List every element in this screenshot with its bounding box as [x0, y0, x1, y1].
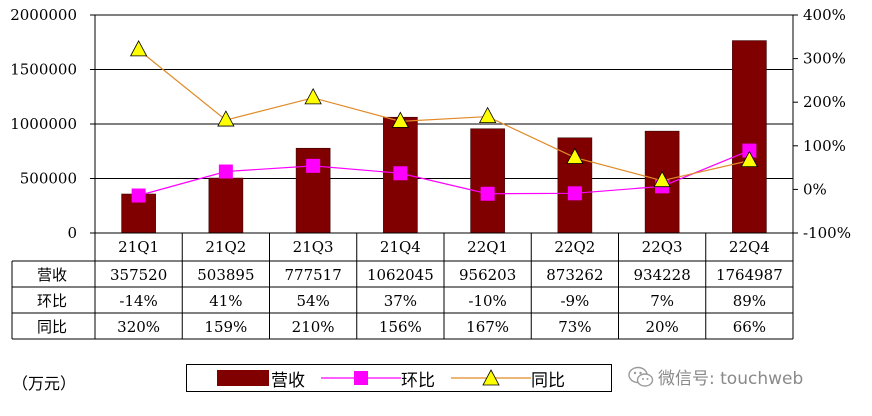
table-cell: 1764987 — [716, 266, 783, 284]
point-yoy — [129, 40, 148, 57]
y-right-tick-label: -100% — [803, 224, 851, 242]
bar-revenue — [732, 40, 767, 234]
table-cell: 1062045 — [367, 266, 434, 284]
table-cell: -14% — [119, 292, 157, 310]
table-row-label: 同比 — [37, 318, 67, 336]
table-cell: 73% — [558, 318, 591, 336]
legend-label-revenue: 营收 — [271, 370, 305, 391]
legend: 营收 环比 同比 — [186, 364, 612, 392]
unit-label: （万元） — [12, 374, 77, 393]
point-yoy — [217, 110, 235, 127]
table-cell: 934228 — [633, 266, 690, 284]
point-yoy — [653, 170, 671, 188]
legend-line-qoq — [321, 371, 401, 385]
table-cell: 320% — [117, 318, 160, 336]
table-cell: -10% — [468, 292, 506, 310]
y-right-tick-label: 300% — [803, 50, 846, 68]
legend-item-qoq: 环比 — [311, 366, 435, 391]
x-tick-label: 21Q4 — [380, 238, 421, 256]
point-qoq — [131, 188, 146, 203]
line-yoy — [138, 49, 750, 182]
table-cell: -9% — [560, 292, 589, 310]
legend-item-yoy: 同比 — [441, 366, 565, 391]
table-cell: 7% — [650, 292, 674, 310]
point-qoq — [393, 166, 408, 181]
table-cell: 156% — [379, 318, 422, 336]
x-tick-label: 21Q3 — [293, 238, 334, 256]
table-cell: 89% — [733, 292, 766, 310]
point-yoy — [566, 147, 584, 164]
x-tick-label: 22Q4 — [729, 238, 770, 256]
legend-label-yoy: 同比 — [531, 370, 565, 391]
table-cell: 66% — [733, 318, 766, 336]
point-qoq — [480, 186, 495, 201]
x-tick-label: 21Q2 — [205, 238, 246, 256]
table-cell: 41% — [209, 292, 242, 310]
point-qoq — [218, 164, 233, 179]
y-right-tick-label: 200% — [803, 93, 846, 111]
legend-line-yoy — [451, 369, 531, 386]
point-qoq — [567, 186, 582, 201]
legend-label-qoq: 环比 — [401, 370, 435, 391]
x-tick-label: 21Q1 — [118, 238, 159, 256]
table-cell: 159% — [204, 318, 247, 336]
table-cell: 503895 — [197, 266, 254, 284]
y-right-tick-label: 0% — [803, 180, 827, 198]
legend-item-revenue: 营收 — [187, 366, 305, 391]
table-cell: 167% — [466, 318, 509, 336]
table-row-label: 环比 — [37, 292, 67, 310]
point-qoq — [306, 158, 321, 173]
x-tick-label: 22Q1 — [467, 238, 508, 256]
table-cell: 357520 — [110, 266, 167, 284]
y-left-tick-label: 1500000 — [10, 61, 77, 79]
y-left-tick-label: 500000 — [20, 170, 77, 188]
point-yoy — [740, 150, 759, 168]
y-left-tick-label: 1000000 — [10, 115, 77, 133]
legend-swatch-revenue — [217, 370, 269, 386]
table-cell: 37% — [384, 292, 417, 310]
table-row-label: 营收 — [37, 266, 67, 284]
watermark-text: 微信号: touchweb — [658, 369, 804, 389]
watermark: 微信号: touchweb — [628, 364, 803, 389]
table-cell: 777517 — [284, 266, 341, 284]
y-right-tick-label: 100% — [803, 137, 846, 155]
bar-revenue — [208, 177, 244, 234]
y-left-tick-label: 2000000 — [10, 6, 77, 24]
bar-revenue — [470, 128, 505, 234]
wechat-icon — [628, 366, 654, 387]
table-cell: 20% — [645, 318, 678, 336]
point-yoy — [391, 111, 410, 128]
point-yoy — [304, 87, 322, 105]
y-left-tick-label: 0 — [67, 224, 77, 242]
x-tick-label: 22Q2 — [554, 238, 595, 256]
table-cell: 873262 — [546, 266, 603, 284]
y-right-tick-label: 400% — [803, 6, 846, 24]
table-cell: 210% — [292, 318, 335, 336]
table-cell: 956203 — [459, 266, 516, 284]
point-yoy — [478, 106, 497, 123]
table-cell: 54% — [296, 292, 329, 310]
line-qoq — [138, 150, 750, 197]
point-qoq — [742, 143, 757, 158]
x-tick-label: 22Q3 — [642, 238, 683, 256]
